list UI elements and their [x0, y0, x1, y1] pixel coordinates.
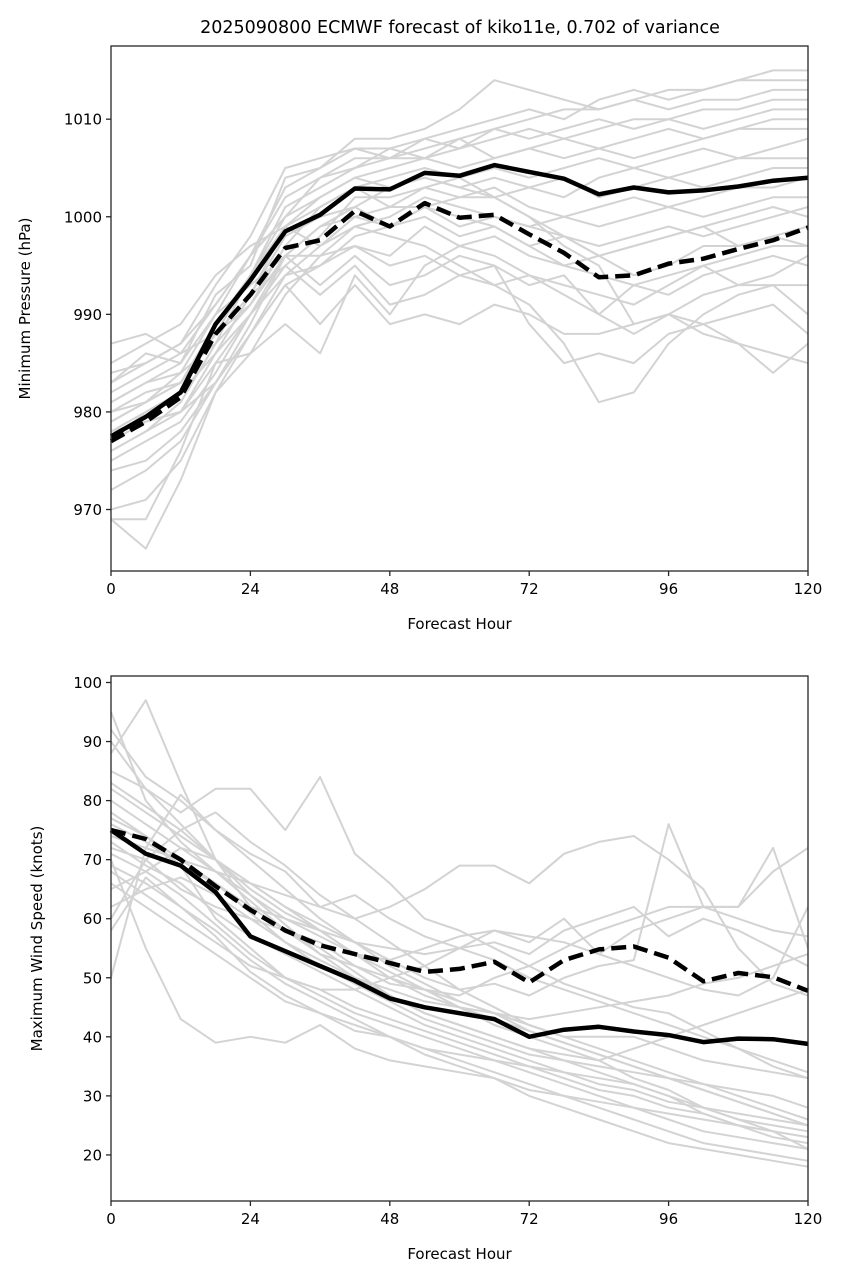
pressure-ensemble-member-21: [110, 176, 809, 384]
pressure-x-axis-label: Forecast Hour: [407, 615, 512, 633]
pressure-highlight-solid-line: [109, 162, 809, 439]
pressure-ensemble: [110, 69, 809, 550]
wind-x-tick-label: 24: [241, 1210, 260, 1228]
pressure-ensemble-member-22: [110, 186, 809, 413]
wind-ensemble-member-18: [110, 741, 809, 956]
wind-y-tick-label: 90: [83, 733, 102, 751]
pressure-y-tick-label: 1010: [64, 111, 102, 129]
pressure-axes-frame: [110, 45, 809, 572]
pressure-x-tick-label: 48: [380, 580, 399, 598]
pressure-y-tick-label: 1000: [64, 208, 102, 226]
pressure-ensemble-member-5: [110, 118, 808, 384]
pressure-ensemble-member-23: [110, 206, 809, 452]
wind-y-tick-label: 80: [83, 792, 102, 810]
wind-axes-frame: [110, 675, 809, 1202]
pressure-ensemble-member-19: [110, 225, 809, 404]
wind-ensemble-member-17: [110, 876, 809, 1133]
wind-ensemble-member-0: [110, 711, 809, 1145]
wind-x-tick-label: 48: [380, 1210, 399, 1228]
pressure-ensemble-member-1: [110, 79, 808, 374]
pressure-ensemble-member-14: [111, 245, 808, 521]
figure-title: 2025090800 ECMWF forecast of kiko11e, 0.…: [200, 18, 720, 38]
pressure-y-ticks: 970 980 990 1000 1010: [64, 111, 111, 519]
pressure-x-tick-label: 96: [659, 580, 678, 598]
wind-y-tick-label: 100: [73, 674, 102, 692]
wind-ensemble-member-20: [110, 864, 809, 1139]
wind-highlight-dashed-line: [110, 827, 809, 993]
wind-ensemble-member-10: [110, 846, 809, 997]
pressure-x-tick-label: 24: [241, 580, 260, 598]
wind-ensemble-member-23: [110, 876, 809, 1021]
wind-x-axis-label: Forecast Hour: [407, 1245, 512, 1263]
wind-y-axis-label: Maximum Wind Speed (knots): [28, 826, 46, 1052]
wind-panel: 0 24 48 72 96 120 20 30 40 50 60 70 80 90 100 Forecas…: [28, 674, 822, 1263]
wind-ensemble-member-3: [110, 770, 809, 1080]
wind-x-tick-label: 0: [106, 1210, 116, 1228]
wind-ensemble-member-9: [110, 799, 809, 997]
pressure-x-tick-label: 72: [520, 580, 539, 598]
pressure-ensemble-member-0: [110, 69, 808, 355]
wind-ensemble-member-16: [110, 852, 809, 1150]
pressure-x-ticks: 0 24 48 72 96 120: [106, 571, 822, 598]
wind-ensemble-member-21: [110, 817, 809, 1109]
wind-ensemble-member-15: [110, 882, 809, 1162]
pressure-ensemble-member-12: [110, 206, 809, 511]
wind-ensemble-member-19: [110, 841, 809, 1127]
pressure-highlight-series: [109, 162, 809, 444]
wind-ensemble-member-22: [110, 782, 809, 1062]
wind-y-tick-label: 60: [83, 910, 102, 928]
wind-ensemble-member-13: [110, 835, 809, 997]
wind-y-tick-label: 40: [83, 1028, 102, 1046]
wind-ensemble-member-7: [110, 811, 809, 1139]
wind-x-tick-label: 96: [659, 1210, 678, 1228]
pressure-ensemble-member-18: [110, 284, 809, 443]
pressure-y-tick-label: 990: [73, 306, 102, 324]
wind-y-tick-label: 30: [83, 1087, 102, 1105]
wind-y-tick-label: 20: [83, 1146, 102, 1164]
wind-ensemble-member-14: [110, 823, 809, 1080]
wind-highlight-series: [109, 827, 809, 1047]
pressure-y-tick-label: 980: [73, 403, 102, 421]
wind-highlight-solid-line: [109, 828, 809, 1047]
pressure-highlight-dashed-line: [109, 200, 809, 444]
wind-x-tick-label: 120: [794, 1210, 823, 1228]
pressure-y-tick-label: 970: [73, 501, 102, 519]
wind-y-tick-label: 70: [83, 851, 102, 869]
wind-x-ticks: 0 24 48 72 96 120: [106, 1201, 822, 1228]
pressure-x-tick-label: 120: [794, 580, 823, 598]
pressure-ensemble-member-15: [110, 254, 809, 404]
pressure-x-tick-label: 0: [106, 580, 116, 598]
pressure-panel: 0 24 48 72 96 120 970 980 990 1000 1010 Forecast …: [16, 45, 822, 633]
pressure-y-axis-label: Minimum Pressure (hPa): [16, 218, 34, 400]
wind-ensemble-member-8: [110, 859, 809, 1168]
wind-y-ticks: 20 30 40 50 60 70 80 90 100: [73, 674, 111, 1164]
wind-y-tick-label: 50: [83, 969, 102, 987]
wind-x-tick-label: 72: [520, 1210, 539, 1228]
wind-ensemble: [110, 699, 809, 1168]
pressure-ensemble-member-20: [110, 245, 809, 433]
